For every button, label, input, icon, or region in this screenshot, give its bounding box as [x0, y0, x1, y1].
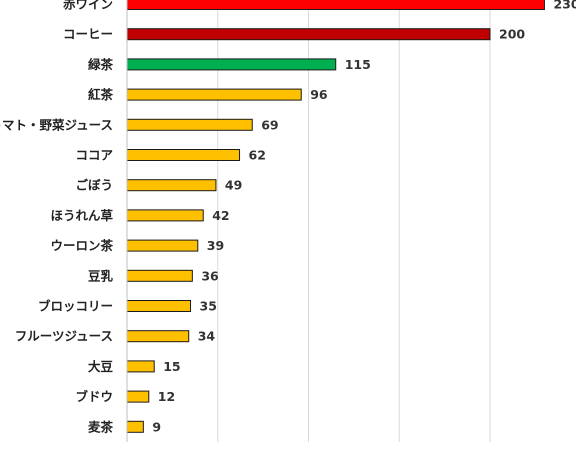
value-label-2: 115 — [345, 57, 371, 72]
bar-0 — [126, 0, 545, 10]
bar-1 — [126, 28, 491, 41]
category-label-7: ほうれん草 — [50, 208, 113, 223]
category-label-12: 大豆 — [88, 359, 114, 374]
category-label-2: 緑茶 — [88, 57, 114, 72]
value-label-0: 230 — [553, 0, 576, 12]
gridlines — [217, 0, 491, 442]
category-label-4: トマト・野菜ジュース — [0, 117, 113, 132]
value-labels: 230 200 115 96 69 62 49 42 39 36 35 34 15 12 9 — [152, 0, 576, 434]
bar-3 — [126, 88, 302, 101]
category-label-13: ブドウ — [75, 389, 113, 404]
value-label-14: 9 — [152, 419, 161, 434]
category-label-11: フルーツジュース — [15, 329, 113, 344]
category-label-9: 豆乳 — [88, 268, 114, 283]
value-label-8: 39 — [207, 238, 224, 253]
category-label-5: ココア — [75, 148, 113, 163]
value-label-12: 15 — [163, 359, 180, 374]
bar-2 — [126, 58, 337, 71]
value-label-7: 42 — [212, 208, 229, 223]
bar-13 — [126, 390, 150, 403]
category-labels: 赤ワインコーヒー緑茶紅茶トマト・野菜ジュースココアごぼうほうれん草ウーロン茶豆乳… — [0, 0, 113, 434]
bar-8 — [126, 239, 199, 252]
bar-9 — [126, 269, 193, 282]
value-label-1: 200 — [499, 27, 525, 42]
bar-6 — [126, 179, 217, 192]
bar-10 — [126, 300, 192, 312]
bars — [126, 0, 545, 433]
bar-5 — [126, 149, 241, 161]
bar-11 — [126, 330, 190, 343]
value-label-5: 62 — [249, 148, 266, 163]
value-label-9: 36 — [201, 268, 219, 283]
bar-14 — [126, 420, 144, 433]
category-label-1: コーヒー — [63, 27, 113, 42]
bar-7 — [126, 209, 204, 222]
category-label-14: 麦茶 — [88, 419, 114, 434]
value-label-10: 35 — [200, 299, 217, 314]
value-label-13: 12 — [158, 389, 175, 404]
category-label-8: ウーロン茶 — [50, 238, 113, 253]
value-label-6: 49 — [225, 178, 242, 193]
value-label-3: 96 — [310, 87, 328, 102]
category-label-3: 紅茶 — [88, 87, 114, 102]
bar-12 — [126, 360, 155, 373]
category-label-10: ブロッコリー — [38, 299, 113, 314]
bar-4 — [126, 118, 253, 131]
category-label-0: 赤ワイン — [63, 0, 113, 12]
value-label-4: 69 — [261, 117, 278, 132]
value-label-11: 34 — [198, 329, 216, 344]
category-label-6: ごぼう — [75, 178, 113, 193]
